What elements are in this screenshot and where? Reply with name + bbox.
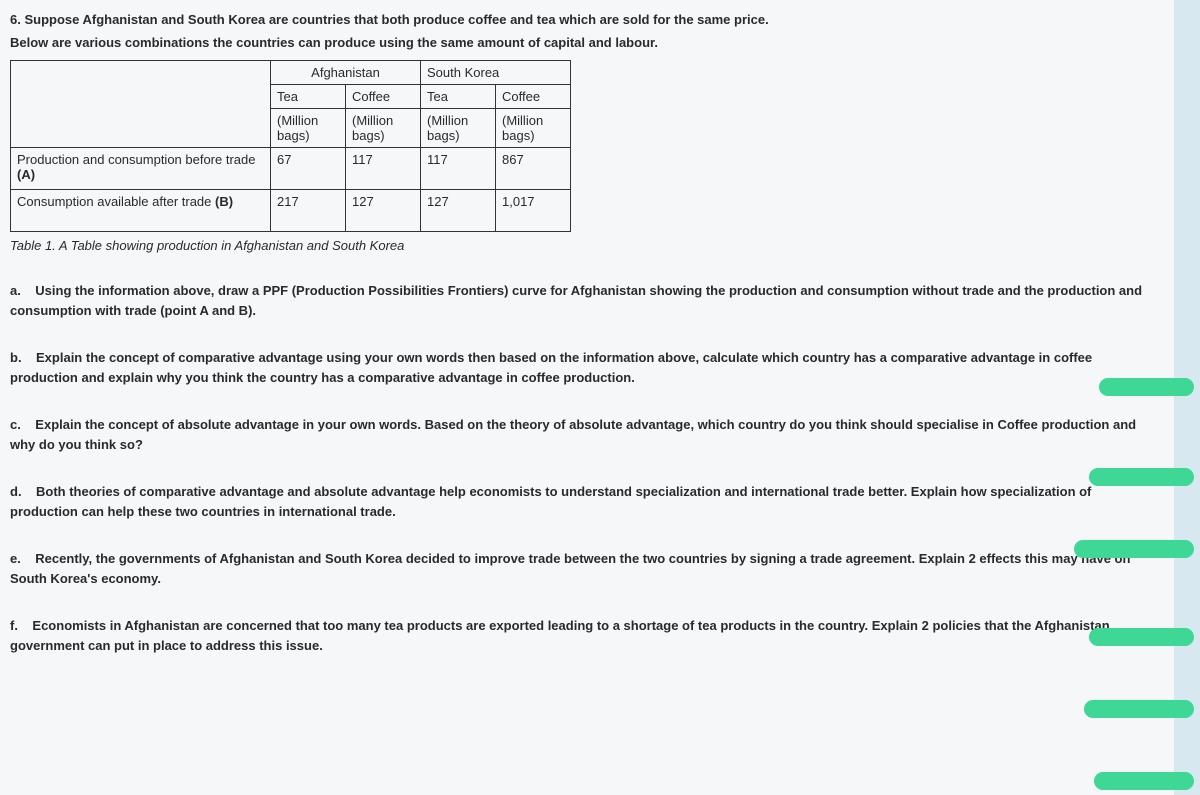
row-a-v1: 67 [271, 148, 346, 190]
q-text: Explain the concept of comparative advan… [10, 350, 1092, 385]
q-text: Recently, the governments of Afghanistan… [10, 551, 1130, 586]
highlight-mark [1084, 700, 1194, 718]
q-tag: b. [10, 350, 22, 365]
q-tag: d. [10, 484, 22, 499]
th-sk-coffee: Coffee [496, 85, 571, 109]
intro-line-1: 6. Suppose Afghanistan and South Korea a… [10, 12, 1155, 27]
q-text: Using the information above, draw a PPF … [10, 283, 1142, 318]
row-a-label: Production and consumption before trade … [11, 148, 271, 190]
row-b-label-text: Consumption available after trade (B) [17, 194, 233, 209]
q-text: Economists in Afghanistan are concerned … [10, 618, 1110, 653]
row-b-v1: 217 [271, 190, 346, 232]
row-b-v2: 127 [346, 190, 421, 232]
row-a-label-text: Production and consumption before trade … [17, 152, 256, 182]
production-table: Afghanistan South Korea Tea Coffee Tea C… [10, 60, 571, 232]
document-content: 6. Suppose Afghanistan and South Korea a… [0, 0, 1165, 675]
question-b: b. Explain the concept of comparative ad… [10, 348, 1155, 387]
q-tag: e. [10, 551, 21, 566]
intro-line-2: Below are various combinations the count… [10, 35, 1155, 50]
th-afg-tea: Tea [271, 85, 346, 109]
row-b-label: Consumption available after trade (B) [11, 190, 271, 232]
th-south-korea: South Korea [421, 61, 571, 85]
row-a-v3: 117 [421, 148, 496, 190]
question-d: d. Both theories of comparative advantag… [10, 482, 1155, 521]
highlight-mark [1089, 628, 1194, 646]
highlight-mark [1074, 540, 1194, 558]
table-corner [11, 61, 271, 148]
unit-afg-tea: (Million bags) [271, 109, 346, 148]
q-text: Explain the concept of absolute advantag… [10, 417, 1136, 452]
q-tag: f. [10, 618, 18, 633]
row-b-v3: 127 [421, 190, 496, 232]
unit-sk-tea: (Million bags) [421, 109, 496, 148]
row-b-v4: 1,017 [496, 190, 571, 232]
row-a-v4: 867 [496, 148, 571, 190]
highlight-mark [1089, 468, 1194, 486]
q-text: Both theories of comparative advantage a… [10, 484, 1091, 519]
right-band [1174, 0, 1200, 795]
q-tag: a. [10, 283, 21, 298]
highlight-mark [1094, 772, 1194, 790]
unit-sk-coffee: (Million bags) [496, 109, 571, 148]
row-a-v2: 117 [346, 148, 421, 190]
q-tag: c. [10, 417, 21, 432]
question-e: e. Recently, the governments of Afghanis… [10, 549, 1155, 588]
unit-afg-coffee: (Million bags) [346, 109, 421, 148]
th-afg-coffee: Coffee [346, 85, 421, 109]
question-f: f. Economists in Afghanistan are concern… [10, 616, 1155, 655]
highlight-mark [1099, 378, 1194, 396]
question-c: c. Explain the concept of absolute advan… [10, 415, 1155, 454]
table-caption: Table 1. A Table showing production in A… [10, 238, 1155, 253]
question-a: a. Using the information above, draw a P… [10, 281, 1155, 320]
th-sk-tea: Tea [421, 85, 496, 109]
th-afghanistan: Afghanistan [271, 61, 421, 85]
